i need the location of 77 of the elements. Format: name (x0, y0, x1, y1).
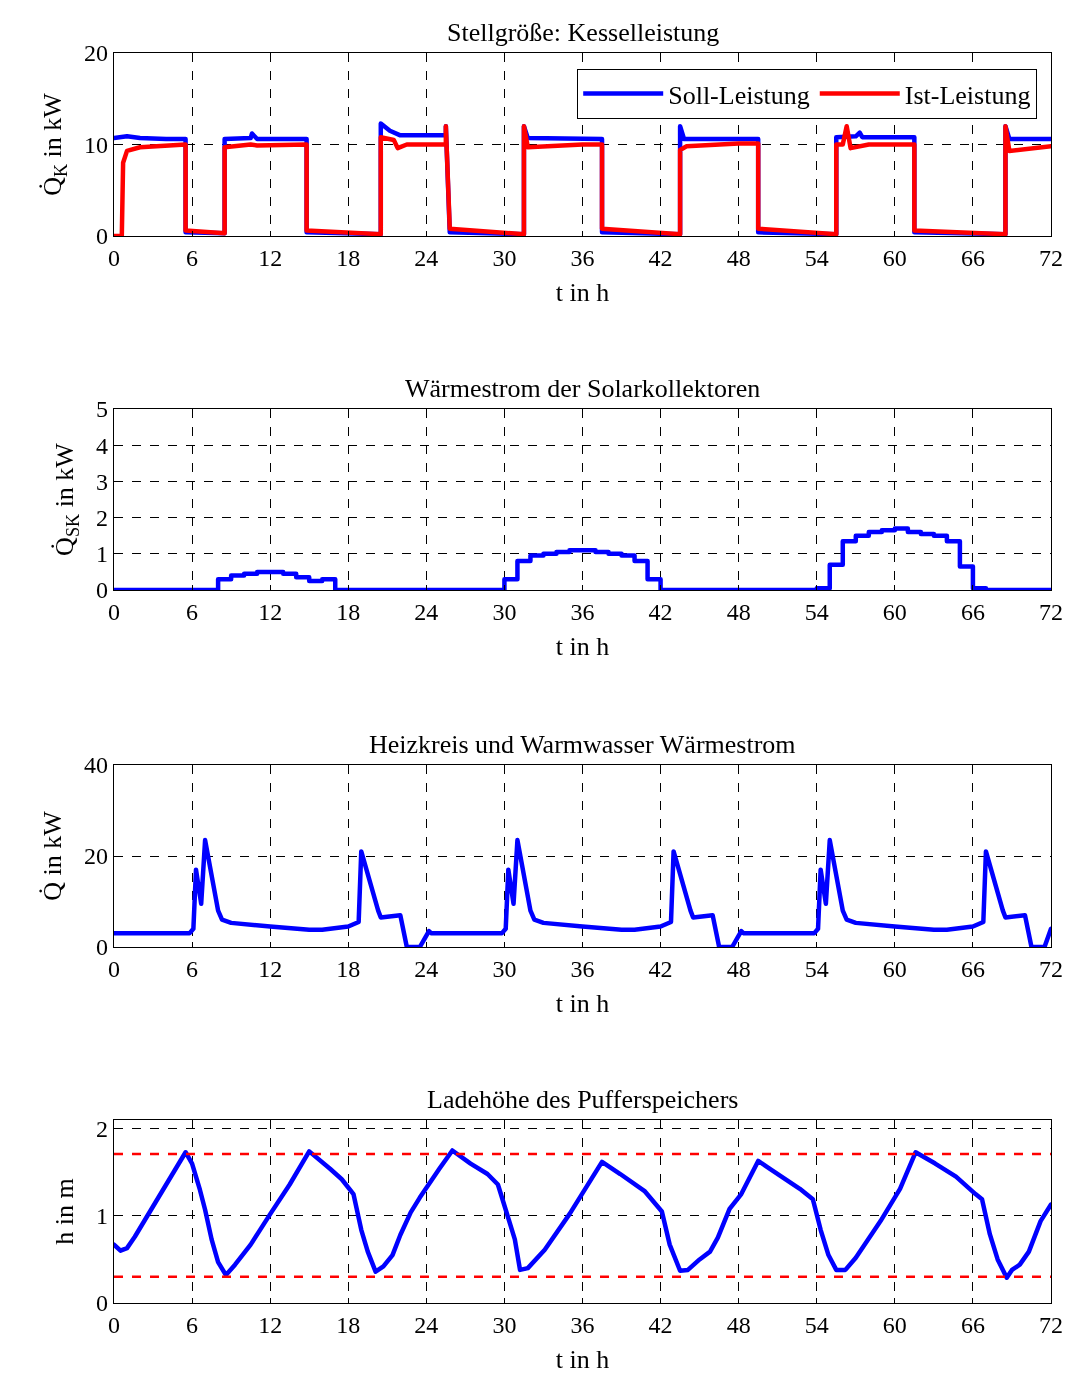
x-tick-label: 36 (570, 244, 595, 271)
x-tick-label: 12 (258, 244, 283, 271)
x-tick-label: 60 (882, 1311, 907, 1338)
x-tick-label: 18 (336, 1311, 361, 1338)
x-tick-label: 48 (726, 598, 751, 625)
x-tick-label: 36 (570, 955, 595, 982)
x-tick-label: 6 (186, 1311, 199, 1338)
x-tick-label: 6 (186, 955, 199, 982)
x-tick-label: 66 (960, 598, 985, 625)
legend-label: Ist-Leistung (904, 80, 1031, 110)
x-tick-label: 36 (570, 1311, 595, 1338)
x-tick-label: 18 (336, 955, 361, 982)
x-tick-label: 72 (1039, 244, 1063, 271)
x-tick-label: 24 (414, 598, 439, 625)
chart-title: Stellgröße: Kesselleistung (447, 18, 720, 47)
x-tick-label: 24 (414, 244, 439, 271)
x-tick-label: 54 (804, 244, 829, 271)
x-tick-label: 18 (336, 244, 361, 271)
chart-title: Wärmestrom der Solarkollektoren (405, 374, 761, 403)
x-tick-label: 12 (258, 955, 283, 982)
x-tick-label: 66 (960, 244, 985, 271)
x-tick-label: 30 (492, 244, 517, 271)
x-tick-label: 30 (492, 598, 517, 625)
x-tick-label: 42 (648, 955, 673, 982)
x-tick-label: 60 (882, 598, 907, 625)
x-tick-label: 48 (726, 955, 751, 982)
y-tick-label: 20 (84, 40, 109, 67)
x-tick-label: 48 (726, 1311, 751, 1338)
x-tick-label: 54 (804, 1311, 829, 1338)
x-tick-label: 66 (960, 955, 985, 982)
line-series (114, 1148, 1051, 1280)
x-axis-title: t in h (555, 1344, 610, 1374)
x-tick-label: 6 (186, 244, 199, 271)
chart-title: Heizkreis und Warmwasser Wärmestrom (369, 730, 796, 759)
x-tick-label: 42 (648, 1311, 673, 1338)
x-tick-label: 72 (1039, 955, 1063, 982)
x-axis-title: t in h (555, 988, 610, 1018)
x-tick-label: 30 (492, 1311, 517, 1338)
y-axis-title: Q̇ in kW (38, 810, 68, 901)
x-axis-title: t in h (555, 631, 610, 661)
x-tick-label: 60 (882, 955, 907, 982)
line-series (114, 837, 1051, 947)
x-tick-label: 66 (960, 1311, 985, 1338)
x-tick-label: 42 (648, 244, 673, 271)
y-tick-label: 20 (84, 843, 109, 870)
x-tick-label: 48 (726, 244, 751, 271)
x-tick-label: 24 (414, 955, 439, 982)
x-tick-label: 18 (336, 598, 361, 625)
chart-title: Ladehöhe des Pufferspeichers (427, 1085, 739, 1114)
y-tick-label: 2 (96, 505, 109, 531)
x-tick-label: 12 (258, 598, 283, 625)
x-tick-label: 42 (648, 598, 673, 625)
x-tick-label: 12 (258, 1311, 283, 1338)
x-tick-label: 6 (186, 598, 199, 625)
y-tick-label: 4 (96, 432, 109, 459)
y-tick-label: 40 (84, 752, 109, 779)
x-axis-title: t in h (555, 277, 610, 307)
y-tick-label: 3 (96, 468, 109, 495)
x-tick-label: 30 (492, 955, 517, 982)
x-tick-label: 36 (570, 598, 595, 625)
y-tick-label: 5 (96, 396, 109, 423)
y-tick-label: 1 (96, 541, 109, 568)
y-axis-title: h in m (50, 1178, 80, 1245)
y-tick-label: 2 (96, 1116, 109, 1143)
x-tick-label: 72 (1039, 1311, 1063, 1338)
x-tick-label: 54 (804, 955, 829, 982)
y-tick-label: 0 (96, 577, 109, 604)
x-tick-label: 24 (414, 1311, 439, 1338)
legend-label: Soll-Leistung (668, 80, 810, 110)
x-tick-label: 72 (1039, 598, 1063, 625)
x-tick-label: 54 (804, 598, 829, 625)
x-tick-label: 60 (882, 244, 907, 271)
y-tick-label: 0 (96, 1290, 109, 1317)
y-tick-label: 10 (84, 131, 109, 158)
y-tick-label: 0 (96, 934, 109, 961)
y-tick-label: 0 (96, 223, 109, 250)
y-tick-label: 1 (96, 1203, 109, 1230)
